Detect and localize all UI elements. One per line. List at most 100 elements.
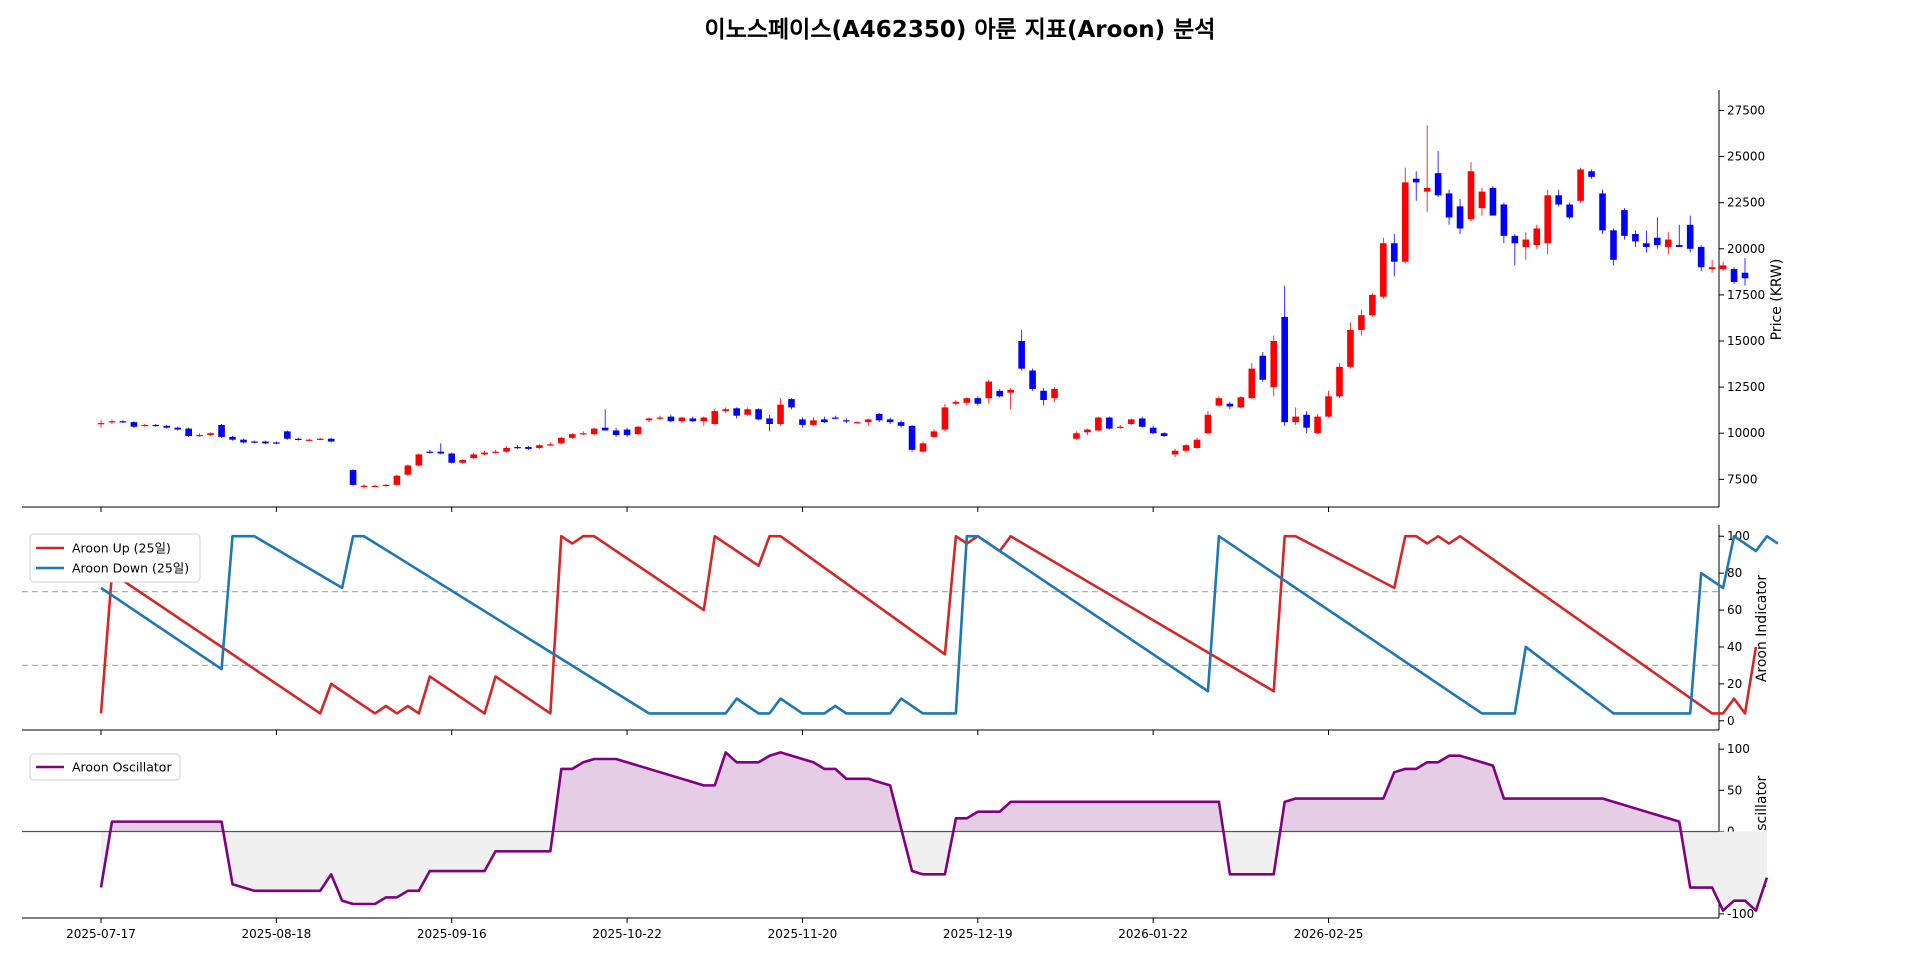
candle-body <box>1127 419 1135 424</box>
x-tick-label: 2025-09-16 <box>417 927 487 941</box>
candle-body <box>974 398 982 404</box>
candle-body <box>864 419 872 423</box>
candle-body <box>1533 228 1541 246</box>
candle-body <box>1347 329 1354 367</box>
candle-body <box>1566 204 1573 218</box>
candle-body <box>1478 191 1486 209</box>
candle-body <box>273 442 280 444</box>
candle-body <box>601 427 609 431</box>
candle-body <box>996 390 1004 397</box>
candle-body <box>1401 182 1409 262</box>
candle-body <box>1555 195 1562 205</box>
candle-body <box>656 417 664 419</box>
candle-body <box>1445 193 1453 218</box>
candle-body <box>1588 171 1595 177</box>
candle-body <box>1237 397 1245 408</box>
candle-body <box>941 407 949 430</box>
candle-body <box>568 434 576 438</box>
candle-body <box>612 430 620 436</box>
candle-body <box>1040 390 1047 401</box>
candle-body <box>1456 206 1464 229</box>
y-tick-label: 100 <box>1727 742 1750 756</box>
candle-body <box>1719 265 1727 270</box>
candle-body <box>1171 450 1179 455</box>
x-tick-label: 2026-01-22 <box>1118 927 1188 941</box>
candle-body <box>1621 210 1628 236</box>
candle-body <box>1007 389 1014 393</box>
candle-body <box>1730 269 1738 282</box>
x-tick-label: 2025-10-22 <box>592 927 662 941</box>
candle-body <box>1095 417 1102 431</box>
candle-body <box>810 420 817 425</box>
y-tick-label: 7500 <box>1727 472 1758 486</box>
candle-body <box>404 465 412 475</box>
candle-body <box>492 451 499 453</box>
candle-body <box>1467 171 1475 220</box>
candle-body <box>1248 368 1256 399</box>
y-tick-label: 80 <box>1727 566 1742 580</box>
candle-body <box>382 484 390 487</box>
x-tick-label: 2025-07-17 <box>66 927 136 941</box>
candle-body <box>152 424 160 427</box>
candle-body <box>1029 370 1036 389</box>
candle-body <box>1215 398 1223 406</box>
x-tick-label: 2025-12-19 <box>943 927 1013 941</box>
legend: Aroon Up (25일) Aroon Down (25일) <box>29 533 201 583</box>
candle-body <box>1073 433 1080 439</box>
candle-body <box>1160 433 1168 436</box>
candle-body <box>930 431 938 437</box>
candle-body <box>711 411 719 424</box>
candle-body <box>481 452 488 455</box>
candle-body <box>1544 195 1552 244</box>
candle-body <box>634 426 642 435</box>
y-tick-label: -100 <box>1727 907 1754 921</box>
legend-label: Aroon Up (25일) <box>72 541 171 556</box>
candle-body <box>842 420 850 422</box>
candle-body <box>1270 341 1278 388</box>
panel-aroon: 0 20 40 60 80 100 Aroon Indicator Aroon Up (25일… <box>22 525 1779 735</box>
candle-body <box>1380 243 1387 297</box>
candle-body <box>1358 315 1365 330</box>
candle-body <box>733 408 740 416</box>
candle-body <box>360 485 368 487</box>
y-tick-label: 60 <box>1727 603 1742 617</box>
y-tick-label: 12500 <box>1727 380 1765 394</box>
oscillator-fill-positive <box>101 752 1767 832</box>
candle-body <box>415 454 423 466</box>
candle-body <box>1423 187 1431 192</box>
candle-body <box>1193 439 1201 448</box>
candle-body <box>218 424 225 437</box>
candle-body <box>700 417 708 422</box>
candle-body <box>744 409 751 415</box>
candle-body <box>1610 230 1617 260</box>
candle-body <box>1654 237 1661 246</box>
candle-body <box>284 431 291 439</box>
candle-body <box>108 421 116 423</box>
candle-body <box>1434 173 1442 196</box>
candle-body <box>393 475 401 485</box>
candle-body <box>853 422 861 424</box>
candle-body <box>963 398 971 403</box>
candle-body <box>908 425 916 450</box>
y-tick-label: 40 <box>1727 640 1742 654</box>
candle-body <box>777 404 784 424</box>
candle-body <box>799 419 806 425</box>
candle-body <box>141 424 149 427</box>
candle-body <box>1281 317 1288 423</box>
candle-body <box>514 447 521 449</box>
candle-body <box>1489 187 1497 216</box>
candle-body <box>1500 204 1508 236</box>
candle-body <box>1741 272 1749 279</box>
candle-body <box>1369 294 1376 316</box>
candle-body <box>1412 178 1420 183</box>
candle-body <box>327 438 335 442</box>
candle-body <box>1138 418 1146 427</box>
candle-body <box>305 439 313 441</box>
candle-body <box>426 451 434 453</box>
candle-body <box>788 399 795 408</box>
aroon-up-line <box>99 534 1758 715</box>
candle-body <box>185 428 192 436</box>
candle-body <box>886 419 894 423</box>
candle-body <box>1664 239 1672 247</box>
candle-body <box>316 438 324 440</box>
